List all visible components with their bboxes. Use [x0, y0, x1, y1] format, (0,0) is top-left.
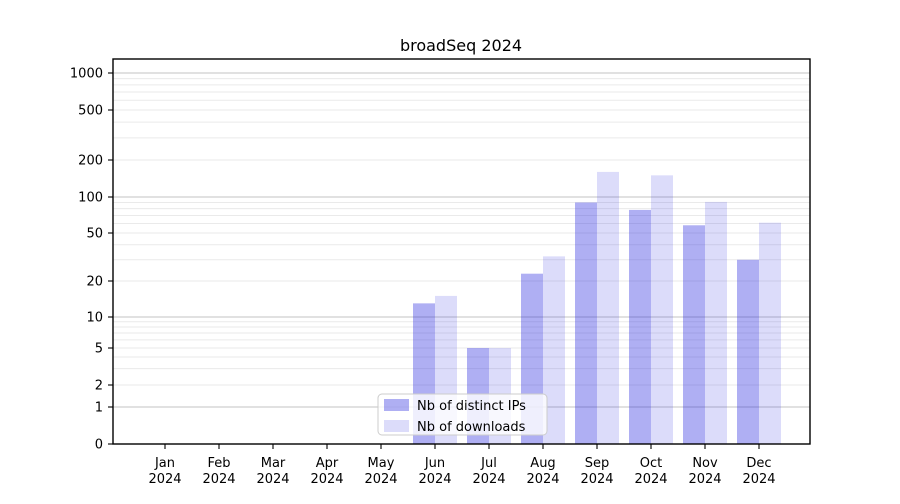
x-tick-label-month: Jan — [154, 456, 175, 471]
x-tick-label-month: Aug — [530, 456, 555, 471]
x-tick-label-month: Jun — [424, 456, 445, 471]
x-tick-label-year: 2024 — [148, 472, 181, 487]
x-tick-label-month: Oct — [640, 456, 662, 471]
y-tick-label: 100 — [78, 191, 103, 206]
y-tick-label: 0 — [95, 438, 103, 453]
bar-distinct-ips — [575, 202, 597, 444]
x-tick-label-month: Jul — [480, 456, 497, 471]
x-tick-label-month: May — [368, 456, 395, 471]
x-tick-label-month: Sep — [585, 456, 610, 471]
x-tick-label-year: 2024 — [256, 472, 289, 487]
x-tick-label-month: Mar — [261, 456, 286, 471]
x-tick-label-year: 2024 — [472, 472, 505, 487]
x-tick-label-year: 2024 — [526, 472, 559, 487]
legend-swatch-downloads — [384, 420, 409, 432]
x-tick-label-year: 2024 — [364, 472, 397, 487]
bar-distinct-ips — [629, 209, 651, 444]
legend-label-distinct-ips: Nb of distinct IPs — [417, 399, 526, 414]
x-tick-label-year: 2024 — [688, 472, 721, 487]
y-tick-label: 50 — [86, 227, 103, 242]
chart-title: broadSeq 2024 — [400, 36, 522, 55]
x-tick-label-year: 2024 — [202, 472, 235, 487]
x-tick-label-year: 2024 — [418, 472, 451, 487]
bar-downloads — [705, 201, 727, 444]
y-tick-label: 200 — [78, 154, 103, 169]
x-tick-label-year: 2024 — [742, 472, 775, 487]
bar-downloads — [597, 171, 619, 444]
y-tick-label: 500 — [78, 104, 103, 119]
legend-label-downloads: Nb of downloads — [417, 420, 526, 435]
y-tick-label: 2 — [95, 379, 103, 394]
y-tick-label: 20 — [86, 275, 103, 290]
y-tick-label: 1 — [95, 401, 103, 416]
bar-distinct-ips — [737, 259, 759, 444]
legend-box — [377, 393, 548, 436]
y-tick-label: 10 — [86, 311, 103, 326]
x-tick-label-month: Feb — [207, 456, 230, 471]
legend: Nb of distinct IPs Nb of downloads — [377, 393, 548, 436]
plot-border — [112, 58, 811, 445]
bar-distinct-ips — [683, 225, 705, 444]
x-tick-label-year: 2024 — [580, 472, 613, 487]
bar-downloads — [651, 175, 673, 444]
x-tick-label-month: Apr — [316, 456, 339, 471]
axis-ticks: 01251020501002005001000Jan2024Feb2024Mar… — [70, 67, 776, 488]
bar-downloads — [543, 256, 565, 444]
x-tick-label-month: Dec — [746, 456, 771, 471]
x-tick-label-year: 2024 — [310, 472, 343, 487]
legend-swatch-distinct-ips — [384, 399, 409, 411]
x-tick-label-month: Nov — [692, 456, 718, 471]
bar-downloads — [759, 222, 781, 444]
x-tick-label-year: 2024 — [634, 472, 667, 487]
y-tick-label: 1000 — [70, 67, 103, 82]
y-tick-label: 5 — [95, 342, 103, 357]
